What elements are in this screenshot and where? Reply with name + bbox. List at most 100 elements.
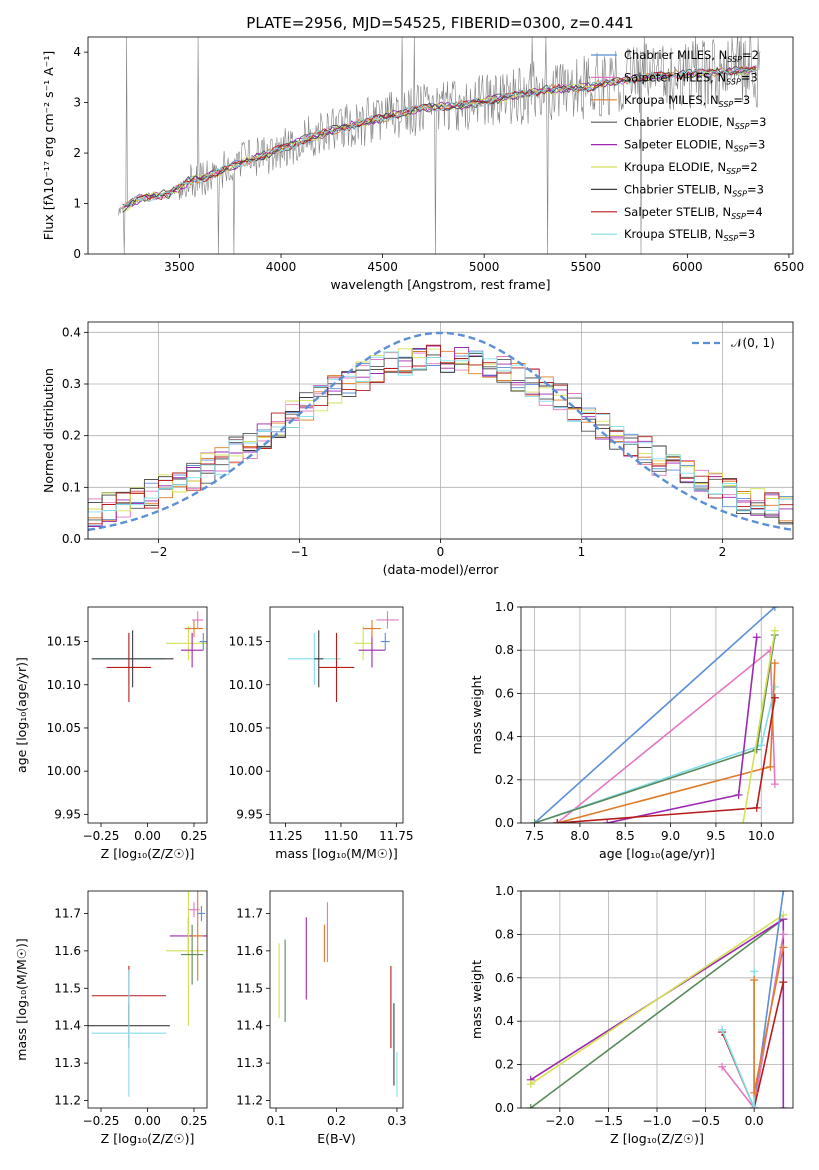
series-point-salpeter_miles-0 [718, 1062, 727, 1071]
age-vs-mass-panel: 11.25 11.50 11.75 9.95 10.00 10.05 10.10 10.15 m… [229, 606, 414, 861]
legend-label-suffix: =3 [750, 115, 767, 129]
y-tick-label-2: 0.2 [62, 429, 81, 443]
y-tick-label-2: 11.4 [236, 1019, 263, 1033]
legend-label-text: Chabrier MILES, N [624, 48, 727, 62]
series-point-kroupa_elodie-0 [526, 1080, 535, 1089]
legend-label-sub: SSP [727, 55, 742, 64]
x-tick-label-2: 8.5 [616, 829, 635, 843]
y-axis-label: Normed distribution [41, 368, 56, 493]
legend-label-gaussian: 𝒩(0, 1) [731, 336, 775, 350]
series-point-kroupa_stelib-2 [770, 682, 779, 691]
x-axis-label: Z [log₁₀(Z/Z☉)] [610, 1131, 704, 1146]
x-tick-label-3: 1 [578, 545, 586, 559]
x-tick-label-1: −1 [291, 545, 309, 559]
y-tick-label-2: 10.05 [47, 721, 81, 735]
figure-title: PLATE=2956, MJD=54525, FIBERID=0300, z=0… [246, 14, 633, 32]
axes-frame [269, 606, 404, 824]
series-line-chabrier_miles [534, 607, 776, 823]
legend-label-suffix: =3 [748, 138, 765, 152]
x-axis-label: (data-model)/error [383, 562, 500, 577]
x-tick-label-0: 7.5 [525, 829, 544, 843]
series-point-kroupa_miles-2 [770, 659, 779, 668]
legend-label-suffix: =4 [746, 205, 763, 219]
y-tick-label-1: 0.1 [62, 480, 81, 494]
axes-frame [87, 321, 794, 540]
y-tick-label-4: 11.6 [54, 944, 81, 958]
axes-frame [87, 606, 208, 824]
legend-label-suffix: =3 [733, 93, 750, 107]
series-point-salpeter_stelib-0 [553, 819, 562, 823]
series-point-chabrier_miles-1 [770, 607, 779, 611]
x-axis-label: mass [log₁₀(M/M☉)] [275, 846, 397, 861]
y-tick-label-1: 1 [73, 197, 81, 211]
y-tick-label-3: 11.5 [236, 981, 263, 995]
x-tick-label-0: −0.25 [83, 829, 120, 843]
legend-label-text: Salpeter STELIB, N [624, 205, 731, 219]
y-tick-label-0: 0 [73, 247, 81, 261]
legend-label-suffix: =2 [741, 160, 758, 174]
plot-area [88, 331, 793, 539]
legend-label-7: Salpeter STELIB, NSSP=4 [624, 205, 763, 221]
legend-label-1: Salpeter MILES, NSSP=3 [624, 70, 758, 86]
x-axis-label: age [log₁₀(age/yr)] [599, 846, 715, 861]
series-line-kroupa_elodie [530, 914, 784, 1085]
series-point-kroupa_elodie-1 [770, 626, 779, 635]
axes-frame [520, 606, 794, 824]
series-point-salpeter_elodie-2 [779, 1104, 788, 1108]
y-tick-label-3: 0.6 [495, 686, 514, 700]
y-tick-label-1: 0.2 [495, 773, 514, 787]
series-line-kroupa_elodie [742, 630, 776, 823]
x-tick-label-3: 9.0 [661, 829, 680, 843]
legend-label-2: Kroupa MILES, NSSP=3 [624, 93, 750, 109]
legend-label-suffix: =3 [738, 227, 755, 241]
y-tick-label-5: 11.7 [236, 906, 263, 920]
y-tick-label-5: 11.7 [54, 906, 81, 920]
x-tick-label-0: −2.0 [545, 1114, 574, 1128]
legend-label-text: Chabrier ELODIE, N [624, 115, 735, 129]
y-tick-label-5: 1.0 [495, 600, 514, 614]
x-tick-label-0: 3500 [164, 260, 195, 274]
y-tick-label-1: 11.3 [54, 1056, 81, 1070]
y-tick-label-3: 10.10 [229, 678, 263, 692]
y-tick-label-4: 11.6 [236, 944, 263, 958]
series-point-salpeter_elodie-2 [752, 633, 761, 642]
x-tick-label-0: 0.1 [266, 1114, 285, 1128]
x-tick-label-3: −0.5 [691, 1114, 720, 1128]
series-point-green-0 [526, 1104, 535, 1108]
legend-label-0: Chabrier MILES, NSSP=2 [624, 48, 759, 64]
mass-vs-ebv-panel: 0.1 0.2 0.3 11.2 11.3 11.4 11.5 11.6 11.7 E(B-V) [236, 890, 407, 1146]
x-axis-label: Z [log₁₀(Z/Z☉)] [101, 846, 195, 861]
series-line-kroupa_miles [753, 947, 785, 1093]
y-axis-label: age [log₁₀(age/yr)] [14, 657, 29, 773]
legend-label-text: Kroupa MILES, N [624, 93, 719, 107]
legend-label-sub: SSP [735, 122, 750, 131]
plot-area [278, 902, 398, 1097]
y-tick-label-2: 2 [73, 146, 81, 160]
age-vs-metallicity-panel: −0.25 0.00 0.25 9.95 10.00 10.05 10.10 10.15 Z [… [14, 606, 208, 861]
x-tick-label-5: 6000 [672, 260, 703, 274]
legend-label-sub: SSP [731, 212, 746, 221]
x-tick-label-1: 0.00 [134, 829, 161, 843]
series-point-salpeter_elodie-0 [603, 819, 612, 823]
x-tick-label-0: −2 [150, 545, 168, 559]
legend-label-sub: SSP [734, 145, 749, 154]
legend-label-sub: SSP [726, 77, 741, 86]
x-tick-label-1: 8.0 [570, 829, 589, 843]
x-axis-label: E(B-V) [317, 1131, 356, 1146]
plot-area [91, 611, 207, 703]
series-point-green-1 [752, 745, 761, 754]
plot-area [88, 891, 207, 1097]
legend-label-text: Chabrier STELIB, N [624, 182, 732, 196]
y-tick-label-4: 10.15 [47, 635, 81, 649]
residuals-panel: −2 −1 0 1 2 0.0 0.1 0.2 0.3 0.4 (data-model)/error… [41, 321, 794, 577]
y-axis-label: Flux [fλ10⁻¹⁷ erg cm⁻² s⁻¹ A⁻¹] [41, 51, 56, 240]
legend-label-suffix: =2 [742, 48, 759, 62]
series-point-salpeter_miles-2 [770, 780, 779, 789]
x-tick-label-2: −1.0 [642, 1114, 671, 1128]
y-tick-label-0: 11.2 [236, 1094, 263, 1108]
spectrum-panel: 3500 4000 4500 5000 5500 6000 6500 0 1 2 3 4 wavelen… [41, 36, 804, 292]
y-tick-label-1: 11.3 [236, 1056, 263, 1070]
series-point-salpeter_stelib-1 [752, 803, 761, 812]
x-axis-label: Z [log₁₀(Z/Z☉)] [101, 1131, 195, 1146]
